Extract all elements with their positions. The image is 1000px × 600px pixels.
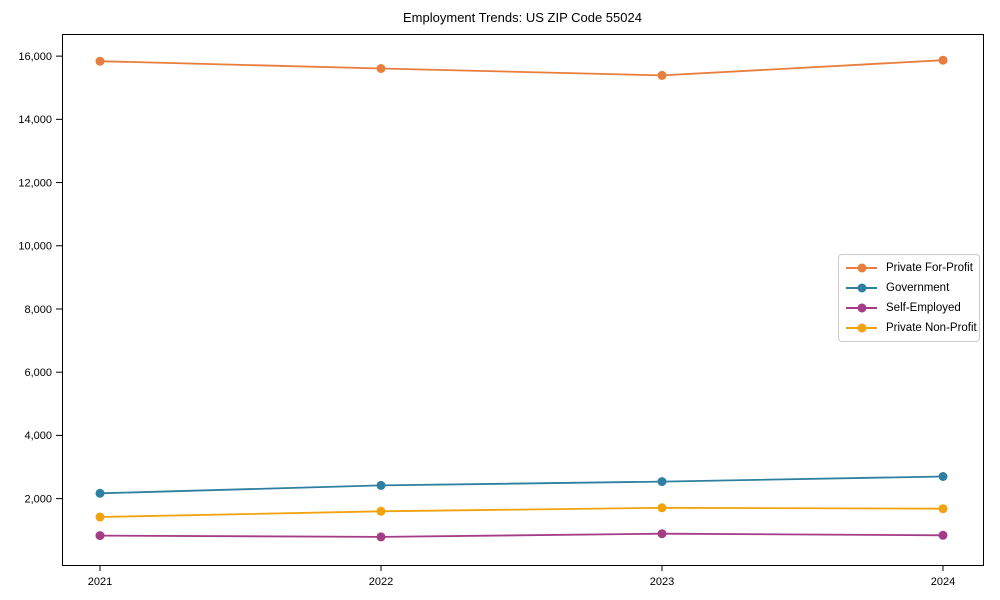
series-line-private-for-profit <box>99 59 944 77</box>
data-point-private-for-profit-2022 <box>376 64 386 73</box>
data-point-government-2021 <box>95 488 105 498</box>
legend-label: Private For-Profit <box>886 262 973 274</box>
series-line-self-employed <box>99 532 944 538</box>
data-point-self-employed-2023 <box>657 529 667 539</box>
series-line-private-non-profit <box>99 506 944 518</box>
legend-label: Private Non-Profit <box>886 322 977 334</box>
data-point-private-non-profit-2023 <box>657 503 667 513</box>
legend-label: Government <box>886 282 950 294</box>
data-point-private-for-profit-2021 <box>95 56 105 66</box>
legend-line-marker-icon <box>846 323 877 333</box>
legend-dot-icon <box>857 263 866 273</box>
legend-dot-icon <box>857 323 866 333</box>
legend-item: Government <box>846 279 972 297</box>
plot-frame <box>62 34 984 566</box>
legend-line-marker-icon <box>846 263 877 273</box>
legend-item: Private For-Profit <box>846 259 973 277</box>
y-axis-tick-label: 10,000 <box>18 241 52 253</box>
data-point-self-employed-2024 <box>938 530 948 540</box>
data-point-private-for-profit-2024 <box>938 55 948 65</box>
legend-line-marker-icon <box>846 283 877 293</box>
x-axis-tick-label: 2021 <box>88 576 112 588</box>
x-axis-tick-label: 2023 <box>650 576 674 588</box>
legend: Private For-Profit Government Self-Employe… <box>838 254 980 342</box>
data-point-government-2023 <box>657 477 667 487</box>
data-point-private-for-profit-2023 <box>657 70 667 80</box>
legend-item: Private Non-Profit <box>846 319 977 337</box>
chart-title: Employment Trends: US ZIP Code 55024 <box>403 10 642 25</box>
data-point-private-non-profit-2024 <box>938 504 948 514</box>
y-axis-tick-label: 14,000 <box>18 114 52 126</box>
x-axis-tick-label: 2022 <box>369 576 393 588</box>
legend-item: Self-Employed <box>846 299 972 317</box>
legend-dot-icon <box>857 283 866 293</box>
y-axis-tick-label: 4,000 <box>24 430 52 442</box>
data-point-government-2022 <box>376 480 386 490</box>
data-point-government-2024 <box>938 472 948 481</box>
data-point-private-non-profit-2022 <box>376 506 386 516</box>
data-point-self-employed-2021 <box>95 531 105 541</box>
data-point-self-employed-2022 <box>376 532 386 542</box>
y-axis-tick-label: 12,000 <box>18 177 52 189</box>
data-point-private-non-profit-2021 <box>95 512 105 522</box>
y-axis-tick-label: 6,000 <box>24 367 52 379</box>
legend-dot-icon <box>857 303 866 313</box>
series-line-government <box>99 475 944 495</box>
legend-label: Self-Employed <box>886 302 961 314</box>
legend-line-marker-icon <box>846 303 877 313</box>
y-axis-tick-label: 16,000 <box>18 51 52 63</box>
y-axis-tick-label: 2,000 <box>24 493 52 505</box>
y-axis-tick-label: 8,000 <box>24 304 52 316</box>
x-axis-tick-label: 2024 <box>931 576 955 588</box>
